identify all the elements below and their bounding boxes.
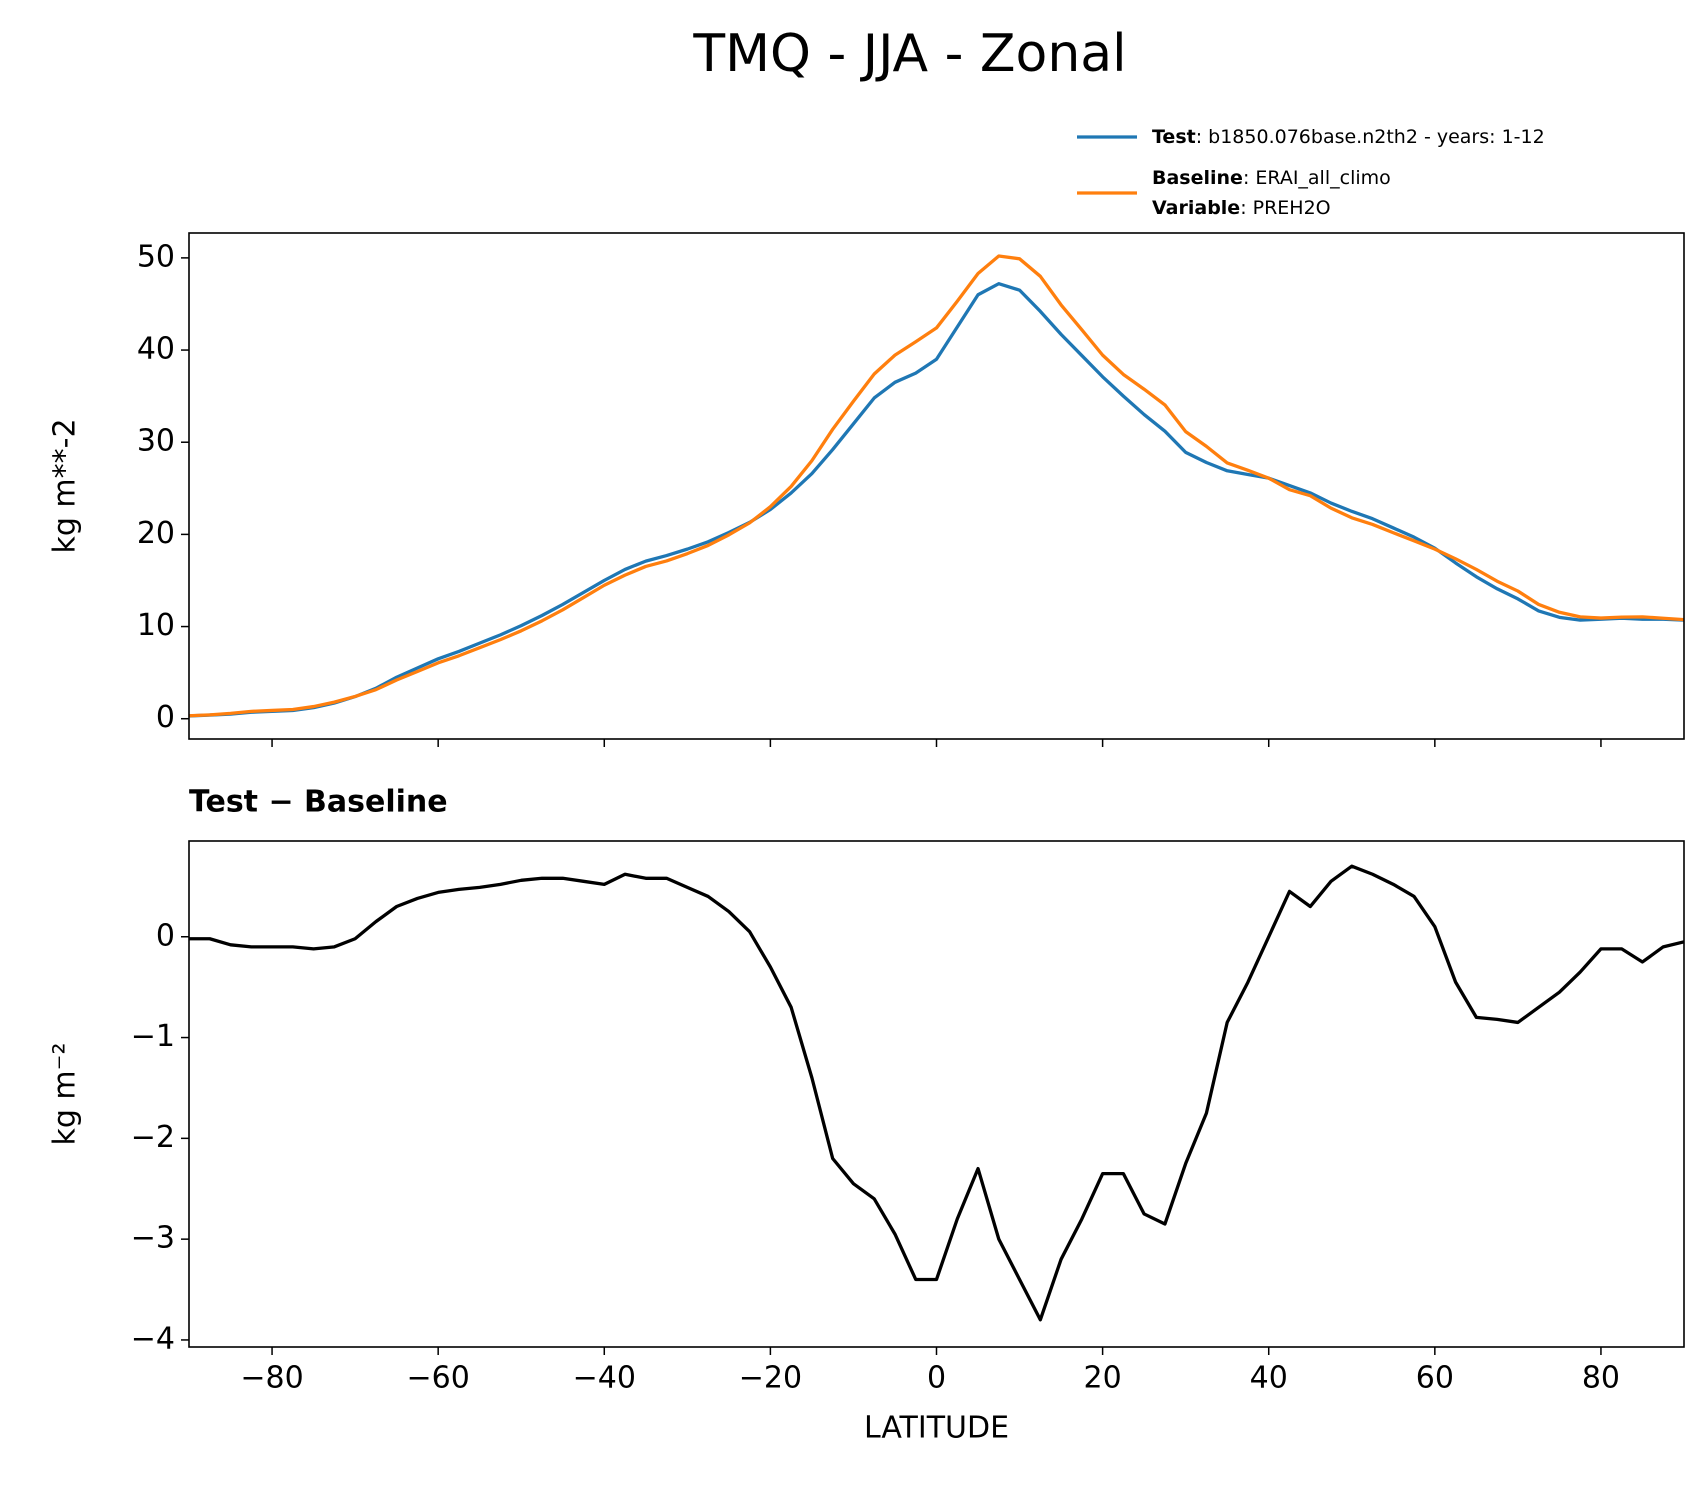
y-tick-label: 30: [137, 424, 175, 459]
axes-frame: [188, 840, 1685, 1348]
y-tick-label: 50: [137, 239, 175, 274]
x-tick-label: 20: [1084, 1361, 1122, 1396]
y-tick-label: 20: [137, 516, 175, 551]
x-tick-label: −60: [407, 1361, 470, 1396]
y-axis-label: kg m⁻²: [48, 1042, 83, 1145]
x-tick-label: 60: [1416, 1361, 1454, 1396]
series-line: [189, 864, 1684, 1322]
y-axis-label: kg m**-2: [48, 418, 83, 553]
figure-title: TMQ - JJA - Zonal: [692, 24, 1126, 84]
x-axis-label: LATITUDE: [864, 1411, 1009, 1446]
y-tick-label: −1: [131, 1019, 175, 1054]
legend-label: Baseline: ERAI_all_climo: [1152, 167, 1391, 189]
legend-text: : b1850.076base.n2th2 - years: 1-12: [1196, 126, 1545, 148]
y-tick-label: −4: [131, 1321, 175, 1356]
legend-label: Test: b1850.076base.n2th2 - years: 1-12: [1152, 126, 1545, 148]
y-tick-label: 0: [156, 918, 175, 953]
legend-name: Variable: [1152, 197, 1240, 219]
legend-text: : ERAI_all_climo: [1243, 167, 1391, 189]
legend-text: : PREH2O: [1240, 197, 1330, 219]
legend-name: Test: [1152, 126, 1196, 148]
x-tick-label: 40: [1250, 1361, 1288, 1396]
axes-frame: [188, 232, 1685, 740]
x-tick-label: 0: [927, 1361, 946, 1396]
x-tick-label: −80: [240, 1361, 303, 1396]
y-tick-label: 10: [137, 608, 175, 643]
series-line: [189, 254, 1684, 718]
x-tick-label: −20: [739, 1361, 802, 1396]
x-tick-label: −40: [573, 1361, 636, 1396]
legend-name: Baseline: [1152, 167, 1243, 189]
y-tick-label: 40: [137, 332, 175, 367]
y-tick-label: −2: [131, 1120, 175, 1155]
y-tick-label: 0: [156, 700, 175, 735]
legend-label: Variable: PREH2O: [1152, 197, 1331, 219]
x-tick-label: 80: [1582, 1361, 1620, 1396]
subplot-title: Test − Baseline: [189, 785, 448, 820]
y-tick-label: −3: [131, 1221, 175, 1256]
